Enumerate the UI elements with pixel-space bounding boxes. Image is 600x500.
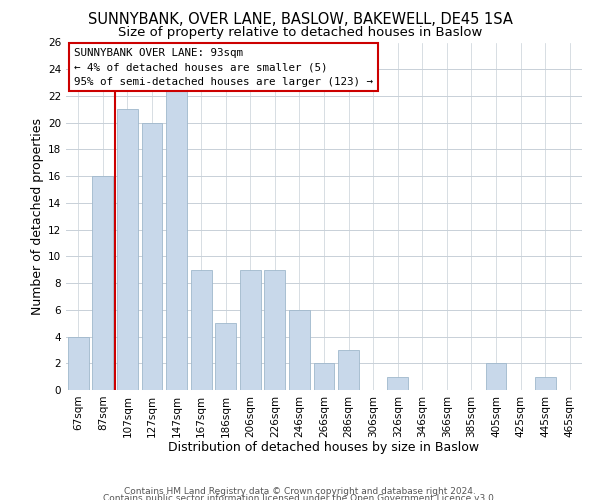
Text: SUNNYBANK, OVER LANE, BASLOW, BAKEWELL, DE45 1SA: SUNNYBANK, OVER LANE, BASLOW, BAKEWELL, … (88, 12, 512, 28)
Bar (92, 176, 113, 390)
Bar (265, 270, 286, 390)
Bar (289, 310, 310, 390)
Bar (215, 323, 236, 390)
Bar (117, 110, 138, 390)
Bar (387, 376, 408, 390)
Bar (68, 336, 89, 390)
Text: Contains public sector information licensed under the Open Government Licence v3: Contains public sector information licen… (103, 494, 497, 500)
Bar (191, 270, 212, 390)
Bar (338, 350, 359, 390)
Text: SUNNYBANK OVER LANE: 93sqm
← 4% of detached houses are smaller (5)
95% of semi-d: SUNNYBANK OVER LANE: 93sqm ← 4% of detac… (74, 48, 373, 86)
Bar (314, 364, 334, 390)
Bar (535, 376, 556, 390)
Text: Contains HM Land Registry data © Crown copyright and database right 2024.: Contains HM Land Registry data © Crown c… (124, 486, 476, 496)
Bar (166, 82, 187, 390)
Bar (240, 270, 261, 390)
Bar (485, 364, 506, 390)
X-axis label: Distribution of detached houses by size in Baslow: Distribution of detached houses by size … (169, 441, 479, 454)
Bar (142, 122, 163, 390)
Text: Size of property relative to detached houses in Baslow: Size of property relative to detached ho… (118, 26, 482, 39)
Y-axis label: Number of detached properties: Number of detached properties (31, 118, 44, 315)
